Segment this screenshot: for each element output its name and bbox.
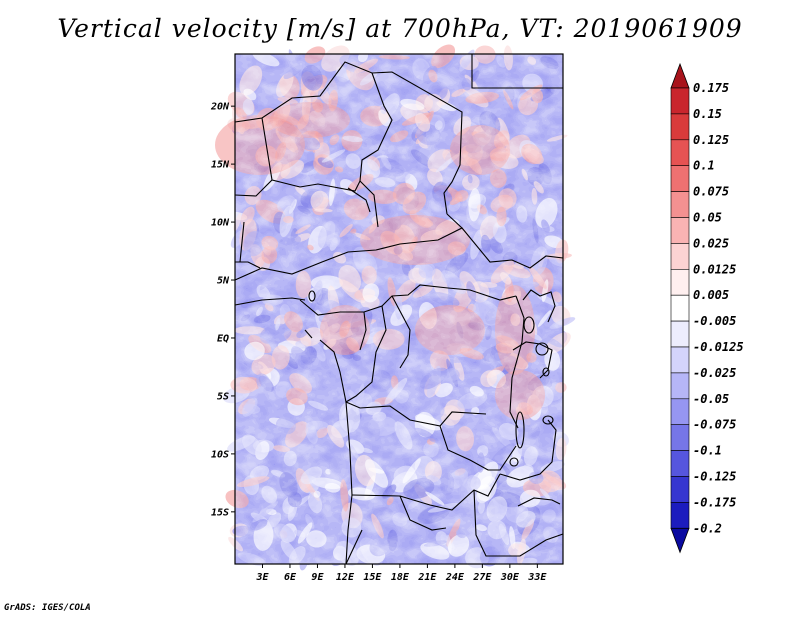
colorbar-label: -0.2 <box>693 521 722 535</box>
colorbar-swatch <box>670 268 690 296</box>
x-axis-ticks: 3E 6E 9E 12E 15E 18E 21E 24E 27E 30E 33E <box>255 564 547 583</box>
y-axis-ticks: 20N 15N 10N 5N EQ 5S 10S 15S <box>210 102 235 518</box>
x-tick-label: 6E <box>284 572 297 583</box>
colorbar-extend-bottom <box>670 527 690 554</box>
lake-outline <box>515 411 525 449</box>
colorbar-swatch <box>670 398 690 425</box>
colorbar-label: 0.125 <box>693 133 729 147</box>
colorbar-label: -0.1 <box>693 444 722 458</box>
border-line <box>359 311 367 351</box>
border-line <box>359 72 393 182</box>
border-line <box>299 284 517 316</box>
border-line <box>345 529 363 565</box>
x-tick-label: 27E <box>472 572 492 583</box>
border-line <box>304 329 313 339</box>
border-line <box>391 295 411 369</box>
colorbar-swatch <box>670 294 690 322</box>
colorbar-label: 0.05 <box>693 211 722 225</box>
x-tick-label: 21E <box>417 572 437 583</box>
colorbar-swatch <box>670 191 690 218</box>
colorbar-swatch <box>670 372 690 400</box>
colorbar-swatch <box>670 450 690 477</box>
grads-credit: GrADS: IGES/COLA <box>4 603 91 613</box>
border-line <box>471 54 563 89</box>
border-line <box>234 297 306 306</box>
border-line <box>517 497 561 507</box>
colorbar-extend-top <box>670 62 690 89</box>
colorbar-label: 0.1 <box>693 159 715 173</box>
colorbar-swatch <box>670 502 690 529</box>
colorbar-label: 0.005 <box>693 288 729 302</box>
colorbar-swatch <box>670 320 690 348</box>
x-tick-label: 18E <box>391 572 410 583</box>
border-line <box>261 117 273 181</box>
lake-outline <box>535 342 549 356</box>
map-plot: 3E 6E 9E 12E 15E 18E 21E 24E 27E 30E 33E 20N 15N 10N… <box>210 44 576 583</box>
border-line <box>522 289 556 323</box>
border-line <box>239 221 245 263</box>
y-tick-label: EQ <box>217 333 229 344</box>
border-line <box>345 401 517 471</box>
colorbar-label: 0.15 <box>693 107 722 121</box>
x-tick-label: 9E <box>311 572 324 583</box>
border-line <box>319 339 347 403</box>
colorbar-label: -0.025 <box>693 366 736 380</box>
colorbar-label: -0.05 <box>693 392 729 406</box>
chart-title: Vertical velocity [m/s] at 700hPa, VT: 2… <box>57 14 743 43</box>
y-tick-label: 15N <box>211 160 230 171</box>
colorbar-swatch <box>670 217 690 244</box>
y-tick-label: 20N <box>210 102 230 113</box>
border-line <box>499 419 557 481</box>
x-tick-label: 12E <box>336 572 355 583</box>
colorbar-swatch <box>670 243 690 270</box>
border-line <box>509 295 525 429</box>
border-line <box>399 495 447 531</box>
colorbar-swatch <box>670 87 690 115</box>
colorbar-label: 0.0125 <box>693 262 736 276</box>
colorbar-swatch <box>670 113 690 141</box>
border-line <box>234 61 463 215</box>
colorbar-swatch <box>670 165 690 192</box>
x-tick-label: 33E <box>527 572 547 583</box>
lake-outline <box>523 316 535 334</box>
colorbar-swatch <box>670 476 690 503</box>
colorbar-label: -0.125 <box>693 470 736 484</box>
y-tick-label: 10N <box>211 218 230 229</box>
x-tick-label: 15E <box>363 572 382 583</box>
y-tick-label: 10S <box>211 449 229 460</box>
colorbar-label: 0.025 <box>693 236 729 250</box>
y-tick-label: 5N <box>217 276 230 287</box>
border-line <box>512 341 553 379</box>
border-line <box>473 489 564 557</box>
border-line <box>235 261 261 269</box>
plot-frame <box>234 53 564 565</box>
x-tick-label: 24E <box>445 572 465 583</box>
border-line <box>345 305 387 403</box>
colorbar-label: -0.0125 <box>693 340 744 354</box>
lake-outline <box>509 457 519 467</box>
y-tick-label: 15S <box>211 507 229 518</box>
colorbar-label: 0.075 <box>693 185 729 199</box>
lake-outline <box>308 290 316 302</box>
colorbar-label: -0.175 <box>693 495 736 509</box>
border-line <box>234 179 379 228</box>
colorbar: 0.175 0.15 0.125 0.1 0.075 0.05 0.025 0.0125 0.0… <box>670 62 744 554</box>
lake-outline <box>542 367 550 377</box>
x-tick-label: 3E <box>255 572 269 583</box>
country-borders <box>234 54 564 565</box>
colorbar-label: -0.005 <box>693 314 736 328</box>
y-tick-label: 5S <box>217 391 229 402</box>
colorbar-swatch <box>670 346 690 374</box>
colorbar-label: 0.175 <box>693 81 729 95</box>
border-line <box>446 213 463 229</box>
border-line <box>439 411 487 427</box>
border-line <box>234 227 564 281</box>
x-tick-label: 30E <box>500 572 520 583</box>
border-line <box>347 187 371 213</box>
lake-outline <box>542 415 554 425</box>
colorbar-label: -0.075 <box>693 418 736 432</box>
colorbar-swatch <box>670 139 690 167</box>
colorbar-swatch <box>670 424 690 451</box>
